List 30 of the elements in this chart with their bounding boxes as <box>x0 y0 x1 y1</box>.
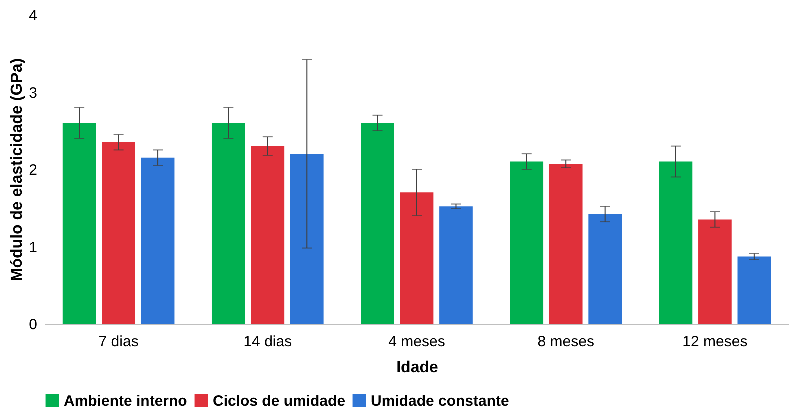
bar <box>212 123 246 324</box>
bar <box>659 162 693 324</box>
y-tick-label: 4 <box>29 8 38 24</box>
bar <box>510 162 544 324</box>
bar <box>102 142 136 324</box>
y-axis-title: Módulo de elasticidade (GPa) <box>9 58 26 282</box>
bar <box>62 123 96 324</box>
bar <box>290 154 324 324</box>
legend-label: Ambiente interno <box>64 392 188 410</box>
bar <box>400 192 434 324</box>
x-tick-label: 7 dias <box>98 334 139 350</box>
bar <box>738 256 772 324</box>
y-tick-label: 3 <box>29 84 38 102</box>
legend-label: Umidade constante <box>371 392 510 410</box>
bar <box>549 164 583 324</box>
bar <box>588 214 622 324</box>
y-tick-label: 1 <box>29 239 38 256</box>
bar <box>251 146 285 324</box>
x-tick-label: 12 meses <box>682 334 748 350</box>
bar <box>141 158 175 324</box>
legend-label: Ciclos de umidade <box>213 392 346 410</box>
x-tick-label: 14 dias <box>244 334 292 350</box>
x-tick-label: 8 meses <box>538 334 594 350</box>
bar <box>698 220 732 324</box>
bar <box>361 123 394 324</box>
y-tick-label: 2 <box>29 162 38 179</box>
x-tick-label: 4 meses <box>388 334 446 350</box>
y-tick-label: 0 <box>29 316 38 334</box>
x-axis-title: Idade <box>396 360 438 376</box>
bar <box>440 206 473 324</box>
